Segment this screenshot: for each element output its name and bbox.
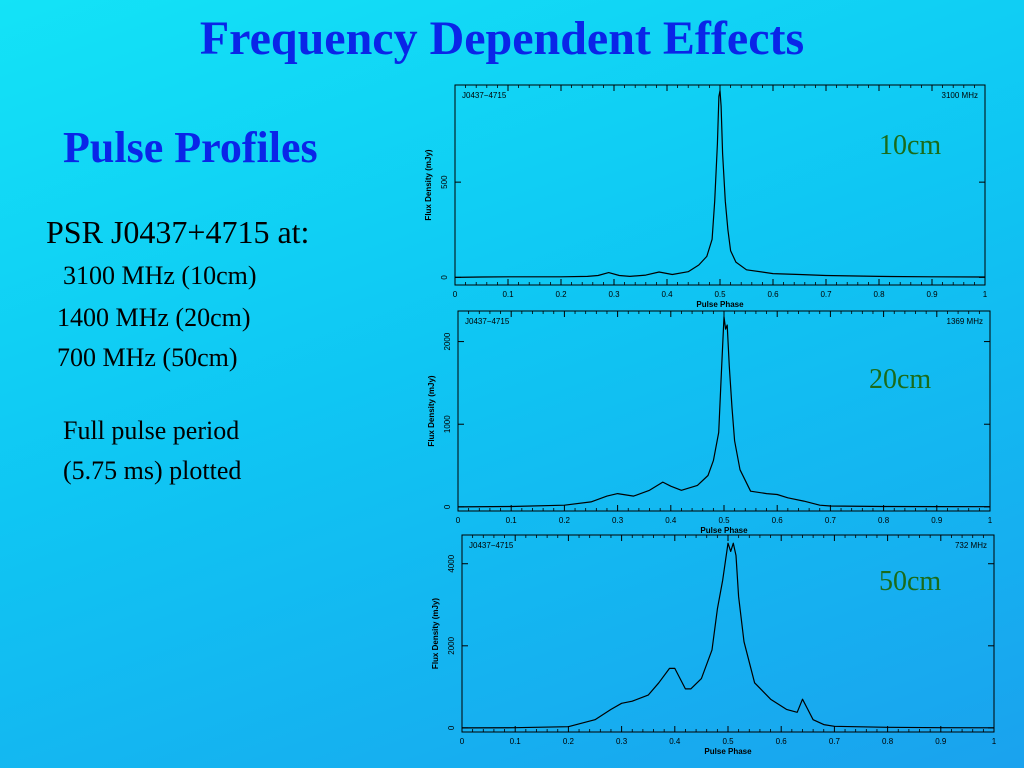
x-tick-label: 0.1: [502, 290, 514, 299]
x-tick-label: 0.4: [661, 290, 673, 299]
freq-line-700: 700 MHz (50cm): [57, 343, 238, 372]
y-tick-label: 2000: [447, 636, 456, 654]
slide-subtitle: Pulse Profiles: [63, 123, 318, 172]
x-tick-label: 0.3: [612, 516, 624, 525]
x-tick-label: 0: [456, 516, 461, 525]
x-tick-label: 0.5: [722, 737, 734, 746]
x-tick-label: 0.3: [608, 290, 620, 299]
x-axis-label: Pulse Phase: [700, 526, 748, 534]
pulsar-name-label: J0437−4715: [462, 91, 507, 100]
slide-title: Frequency Dependent Effects: [199, 12, 805, 65]
x-tick-label: 0.2: [555, 290, 567, 299]
x-tick-label: 0.2: [559, 516, 571, 525]
y-axis-label: Flux Density (mJy): [431, 598, 440, 669]
x-tick-label: 0.3: [616, 737, 628, 746]
band-label-20cm: 20cm: [869, 364, 932, 395]
x-tick-label: 0.7: [825, 516, 837, 525]
x-tick-label: 0.2: [563, 737, 575, 746]
x-tick-label: 0: [460, 737, 465, 746]
frequency-label: 1369 MHz: [947, 317, 983, 326]
y-tick-label: 0: [447, 725, 456, 730]
x-tick-label: 0.9: [926, 290, 938, 299]
x-tick-label: 0.7: [820, 290, 832, 299]
y-tick-label: 1000: [443, 415, 452, 433]
profile-chart-20cm: J0437−4715 1369 MHz 0 0.1 0.2 0.3 0.4 0.5 0.6 0.7…: [427, 310, 993, 534]
x-tick-label: 0.5: [718, 516, 730, 525]
frequency-label: 3100 MHz: [942, 91, 978, 100]
freq-line-1400: 1400 MHz (20cm): [57, 303, 251, 332]
pulse-profile-line: [457, 316, 991, 508]
y-tick-label: 4000: [447, 554, 456, 572]
x-tick-label: 0.8: [873, 290, 885, 299]
x-tick-label: 1: [992, 737, 997, 746]
psr-line: PSR J0437+4715 at:: [46, 214, 310, 250]
band-label-50cm: 50cm: [879, 566, 942, 597]
x-tick-label: 0.4: [665, 516, 677, 525]
pulsar-name-label: J0437−4715: [465, 317, 510, 326]
x-tick-label: 0.4: [669, 737, 681, 746]
y-axis-label: Flux Density (mJy): [427, 375, 436, 446]
x-tick-label: 0.1: [510, 737, 522, 746]
profile-chart-10cm: J0437−4715 3100 MHz 0 0.1 0.2 0.3 0.4 0.5 0.6 0.7…: [424, 84, 988, 309]
frequency-label: 732 MHz: [955, 541, 987, 550]
plot-frame: [457, 310, 991, 512]
x-axis-label: Pulse Phase: [704, 747, 752, 756]
x-tick-label: 0.9: [931, 516, 943, 525]
pulsar-name-label: J0437−4715: [469, 541, 514, 550]
x-tick-label: 0.8: [882, 737, 894, 746]
y-tick-label: 0: [443, 504, 452, 509]
freq-line-3100: 3100 MHz (10cm): [63, 261, 257, 290]
y-axis-label: Flux Density (mJy): [424, 149, 433, 220]
x-tick-label: 0.1: [506, 516, 518, 525]
y-tick-label: 500: [440, 175, 449, 189]
y-tick-label: 2000: [443, 332, 452, 350]
x-tick-label: 0.8: [878, 516, 890, 525]
pulse-profile-line: [454, 90, 986, 278]
y-tick-label: 0: [440, 275, 449, 280]
x-tick-label: 0.6: [776, 737, 788, 746]
x-tick-label: 0.6: [772, 516, 784, 525]
plot-frame: [454, 84, 986, 286]
x-tick-label: 0.5: [714, 290, 726, 299]
profile-chart-50cm: J0437−4715 732 MHz 0 0.1 0.2 0.3 0.4 0.5 0.6 0.7 0…: [431, 534, 997, 756]
note-line-2: (5.75 ms) plotted: [63, 456, 242, 485]
x-tick-label: 0: [453, 290, 458, 299]
x-tick-label: 0.7: [829, 737, 841, 746]
pulse-profile-line: [461, 542, 995, 729]
x-tick-label: 0.6: [767, 290, 779, 299]
x-tick-label: 0.9: [935, 737, 947, 746]
x-tick-label: 1: [983, 290, 988, 299]
band-label-10cm: 10cm: [879, 130, 942, 161]
note-line-1: Full pulse period: [63, 416, 240, 445]
plot-frame: [461, 534, 995, 733]
x-axis-label: Pulse Phase: [696, 300, 744, 309]
x-tick-label: 1: [988, 516, 993, 525]
